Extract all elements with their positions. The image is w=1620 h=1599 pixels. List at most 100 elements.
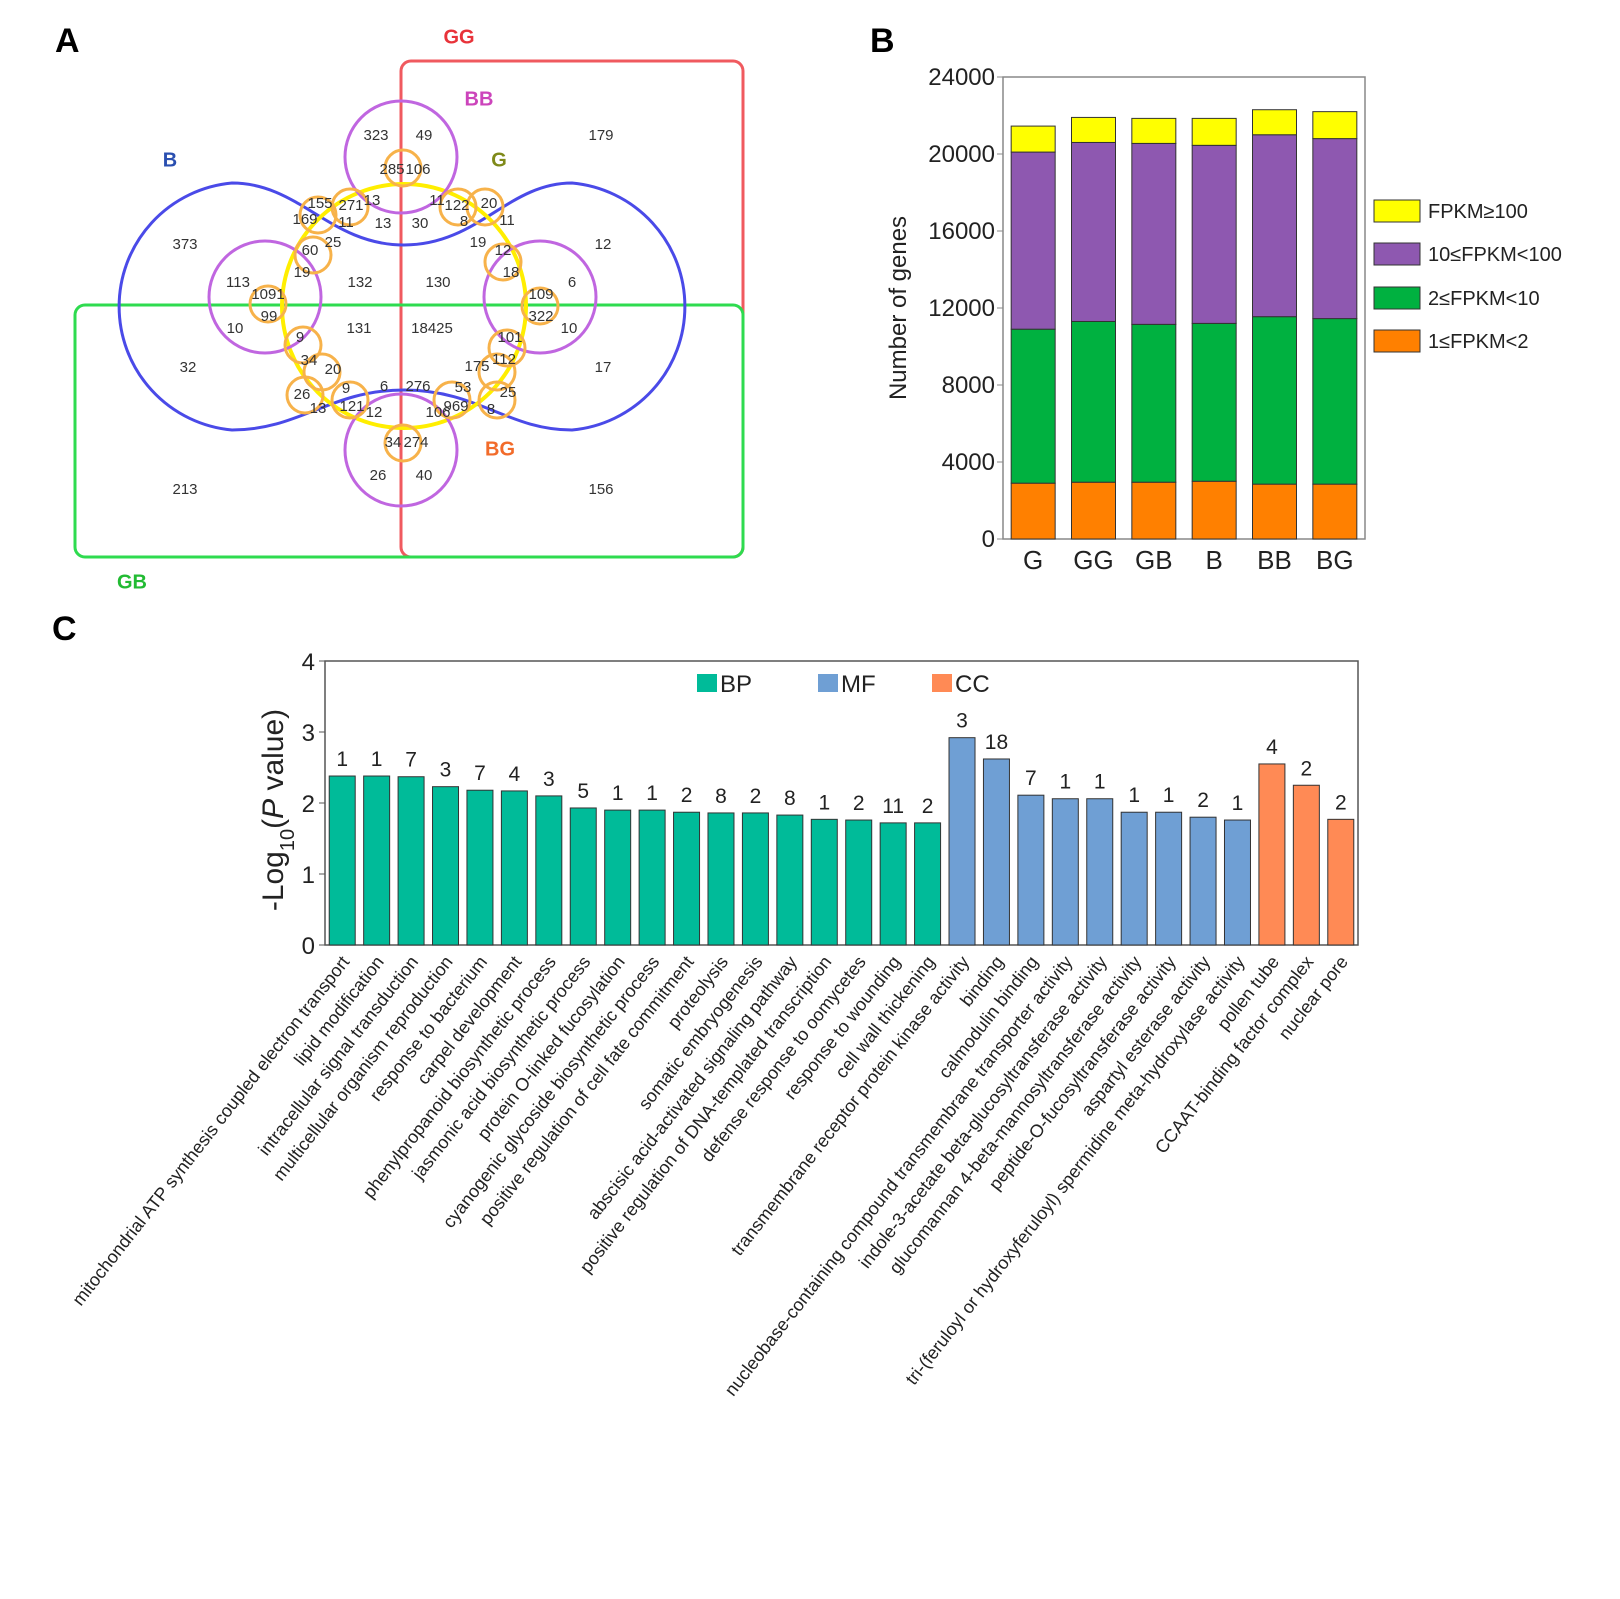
bar-segment-FPKM≥100	[1131, 117, 1177, 144]
bar-segment-1≤FPKM<2	[1191, 480, 1237, 540]
venn-set-g-shape	[280, 182, 528, 430]
venn-count: 156	[588, 481, 613, 498]
legend-label: FPKM≥100	[1428, 201, 1528, 223]
bar-segment-1≤FPKM<2	[1010, 482, 1056, 540]
venn-count: 11	[338, 214, 354, 231]
x-tick-label: tri-(feruloyl or hydroxyferuloyl) spermi…	[902, 952, 1249, 1388]
venn-count: 34	[385, 434, 402, 451]
venn-count: 130	[425, 274, 450, 291]
venn-count: 8	[487, 401, 495, 418]
venn-orange-lobe	[483, 242, 523, 282]
bar-count-label: 1	[1059, 771, 1071, 794]
bar-MF	[1017, 794, 1045, 946]
bar-count-label: 7	[474, 762, 486, 785]
venn-orange-lobe	[298, 195, 338, 235]
venn-set-label-g: G	[491, 149, 507, 171]
venn-count: 122	[444, 197, 469, 214]
venn-count: 155	[307, 195, 332, 212]
venn-orange-lobe	[477, 380, 517, 420]
venn-orange-lobe	[432, 380, 472, 420]
bar-segment-FPKM≥100	[1312, 111, 1358, 140]
venn-orange-lobe	[330, 380, 370, 420]
bar-CC	[1327, 818, 1355, 946]
venn-bb-lobe	[343, 99, 459, 215]
panel-label-b: B	[870, 22, 895, 60]
legend-swatch	[1373, 329, 1421, 353]
ylabel-prefix: -Log	[257, 851, 290, 911]
bar-BP	[569, 807, 597, 946]
bar-BP	[810, 818, 838, 946]
bar-count-label: 2	[681, 784, 693, 807]
venn-set-gb-shape	[73, 303, 745, 559]
bar-segment-FPKM≥100	[1010, 125, 1056, 153]
bar-segment-FPKM≥100	[1071, 116, 1116, 143]
legend-swatch	[818, 674, 838, 692]
venn-count: 101	[497, 329, 522, 346]
venn-count: 26	[370, 467, 387, 484]
bar-BP	[328, 775, 356, 946]
y-tick-label: 4000	[942, 449, 995, 476]
venn-count: 131	[346, 320, 371, 337]
bar-BP	[397, 776, 425, 946]
venn-count: 99	[261, 308, 278, 325]
stacked-bar-chart: Number of genes 0 4000 8000 12000 16000 20000…	[885, 64, 1562, 575]
venn-bb-lobe	[207, 239, 323, 355]
y-tick-label: 2	[302, 791, 315, 818]
venn-count: 6	[568, 274, 576, 291]
legend-swatch	[1373, 286, 1421, 310]
legend-label: 1≤FPKM<2	[1428, 331, 1528, 353]
venn-bb-lobe	[482, 239, 598, 355]
bar-segment-10≤FPKM<100	[1252, 134, 1297, 318]
venn-count: 106	[425, 404, 450, 421]
venn-count: 18425	[411, 320, 453, 337]
venn-count: 11	[429, 192, 445, 209]
venn-count: 26	[294, 386, 311, 403]
bar-count-label: 11	[882, 795, 904, 818]
venn-count: 322	[528, 308, 553, 325]
legend-swatch	[1373, 199, 1421, 223]
bar-count-label: 7	[1025, 767, 1037, 790]
x-tick-label: BB	[1257, 545, 1292, 575]
bar-segment-1≤FPKM<2	[1131, 481, 1177, 540]
bar-segment-10≤FPKM<100	[1131, 142, 1177, 325]
bar-count-label: 8	[715, 785, 727, 808]
venn-count: 40	[416, 467, 433, 484]
venn-count: 32	[180, 359, 197, 376]
bar-MF	[1155, 811, 1183, 946]
legend-label: MF	[841, 671, 876, 698]
venn-count: 12	[595, 236, 612, 253]
bar-MF	[1086, 798, 1114, 946]
bar-BP	[845, 819, 873, 946]
venn-set-label-b: B	[163, 149, 177, 171]
legend-label: 2≤FPKM<10	[1428, 288, 1540, 310]
x-tick-label: G	[1023, 545, 1043, 575]
bar-segment-10≤FPKM<100	[1010, 151, 1056, 330]
venn-count: 34	[301, 352, 318, 369]
bar-count-label: 18	[985, 731, 1008, 754]
legend-swatch	[1373, 242, 1421, 266]
y-tick-label: 3	[302, 720, 315, 747]
bar-count-label: 1	[818, 791, 830, 814]
venn-count: 9	[342, 380, 350, 397]
bar-MF	[982, 758, 1010, 946]
ylabel-rest: value)	[257, 709, 290, 799]
venn-count: 132	[347, 274, 372, 291]
venn-count: 60	[302, 242, 319, 259]
bar-count-label: 4	[509, 763, 521, 786]
y-tick-label: 16000	[928, 218, 995, 245]
bar-MF	[1051, 798, 1079, 946]
bar-BP	[879, 822, 907, 946]
legend-swatch	[932, 674, 952, 692]
venn-count: 25	[500, 384, 517, 401]
bar-BP	[432, 786, 460, 946]
legend-label: BP	[720, 671, 752, 698]
bar-BP	[604, 809, 632, 946]
bar-count-label: 1	[336, 748, 348, 771]
venn-orange-lobe	[283, 325, 323, 365]
bar-segment-1≤FPKM<2	[1252, 483, 1297, 540]
ylabel-paren: (	[257, 819, 290, 829]
bar-count-label: 1	[1163, 784, 1175, 807]
